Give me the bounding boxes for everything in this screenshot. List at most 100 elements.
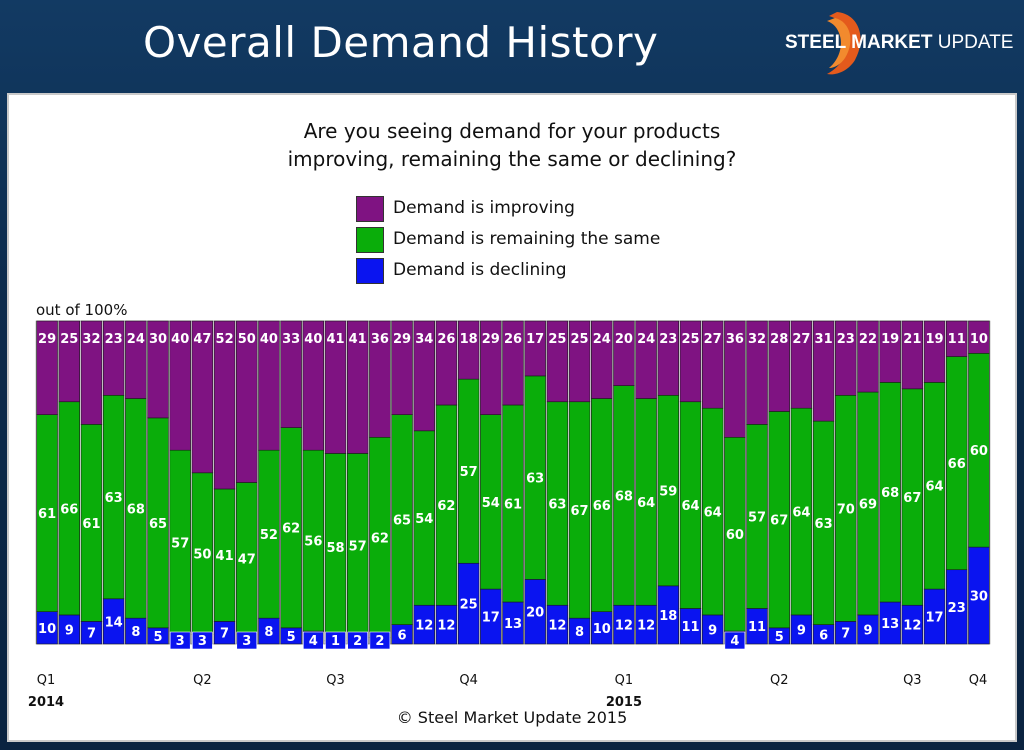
data-label-declining: 13 bbox=[881, 617, 899, 632]
data-label-improving: 41 bbox=[349, 332, 367, 347]
data-label-same: 65 bbox=[149, 517, 167, 532]
x-tick-label: Q3 bbox=[326, 673, 345, 688]
bar-improving bbox=[635, 320, 657, 399]
data-label-same: 60 bbox=[970, 444, 988, 459]
data-label-improving: 47 bbox=[193, 332, 211, 347]
data-label-improving: 26 bbox=[504, 332, 522, 347]
data-label-improving: 41 bbox=[326, 332, 344, 347]
data-label-declining: 9 bbox=[863, 623, 872, 638]
data-label-same: 57 bbox=[349, 539, 367, 554]
bar-improving bbox=[391, 320, 413, 415]
data-label-improving: 17 bbox=[526, 332, 544, 347]
y-axis-label: out of 100% bbox=[36, 301, 128, 319]
data-label-declining: 6 bbox=[819, 628, 828, 643]
data-label-declining: 1 bbox=[331, 634, 340, 649]
data-label-declining: 12 bbox=[637, 619, 655, 634]
x-tick-label: Q4 bbox=[969, 673, 988, 688]
data-label-same: 61 bbox=[504, 498, 522, 513]
data-label-box bbox=[169, 631, 191, 650]
bar-improving bbox=[280, 320, 302, 428]
bar-improving bbox=[302, 320, 325, 451]
data-label-improving: 29 bbox=[393, 332, 411, 347]
data-label-box bbox=[303, 631, 324, 650]
bar-improving bbox=[923, 320, 946, 383]
data-label-same: 50 bbox=[193, 548, 211, 563]
x-tick-label: Q4 bbox=[459, 673, 478, 688]
bar-improving bbox=[901, 320, 924, 390]
data-label-same: 58 bbox=[326, 541, 344, 556]
bar-improving bbox=[147, 320, 169, 419]
data-label-same: 63 bbox=[105, 491, 123, 506]
data-label-declining: 18 bbox=[659, 609, 677, 624]
legend-swatch-improving bbox=[356, 196, 384, 222]
bar-improving bbox=[657, 320, 680, 396]
data-label-same: 62 bbox=[437, 499, 455, 514]
data-label-improving: 27 bbox=[792, 332, 810, 347]
bar-improving bbox=[36, 320, 58, 415]
data-label-improving: 31 bbox=[815, 332, 833, 347]
data-label-declining: 4 bbox=[730, 634, 739, 649]
data-label-improving: 20 bbox=[615, 332, 633, 347]
chart-title-line-1: Are you seeing demand for your products bbox=[303, 119, 721, 143]
data-label-improving: 23 bbox=[837, 332, 855, 347]
data-label-same: 67 bbox=[770, 514, 788, 529]
data-label-declining: 7 bbox=[220, 627, 229, 642]
data-label-declining: 9 bbox=[797, 623, 806, 638]
bar-improving bbox=[435, 320, 458, 406]
data-label-improving: 29 bbox=[38, 332, 56, 347]
data-label-declining: 5 bbox=[775, 630, 784, 645]
data-label-improving: 27 bbox=[704, 332, 722, 347]
data-label-same: 68 bbox=[127, 502, 145, 517]
data-label-declining: 10 bbox=[593, 622, 611, 637]
data-label-improving: 19 bbox=[881, 332, 899, 347]
bar-improving bbox=[236, 320, 258, 483]
data-label-declining: 10 bbox=[38, 622, 56, 637]
data-label-same: 64 bbox=[792, 506, 810, 521]
data-label-same: 64 bbox=[704, 506, 722, 521]
bar-improving bbox=[679, 320, 702, 403]
data-label-declining: 25 bbox=[460, 598, 478, 613]
data-label-improving: 28 bbox=[770, 332, 788, 347]
data-label-declining: 23 bbox=[948, 601, 966, 616]
data-label-improving: 33 bbox=[282, 332, 300, 347]
bar-improving bbox=[857, 320, 879, 393]
data-label-same: 54 bbox=[482, 496, 500, 511]
data-label-same: 54 bbox=[415, 512, 433, 527]
data-label-improving: 23 bbox=[105, 332, 123, 347]
data-label-same: 41 bbox=[216, 549, 234, 564]
data-label-declining: 5 bbox=[287, 630, 296, 645]
logo-swoosh-icon bbox=[827, 12, 861, 75]
bar-improving bbox=[879, 320, 901, 383]
data-label-box bbox=[192, 631, 213, 650]
x-tick-label: Q2 bbox=[770, 673, 789, 688]
data-label-declining: 8 bbox=[575, 625, 584, 640]
data-label-declining: 12 bbox=[437, 619, 455, 634]
data-label-same: 64 bbox=[925, 480, 943, 495]
data-label-declining: 8 bbox=[264, 625, 273, 640]
data-label-improving: 24 bbox=[637, 332, 655, 347]
data-label-improving: 25 bbox=[548, 332, 566, 347]
data-label-box bbox=[347, 631, 369, 650]
bar-improving bbox=[258, 320, 280, 451]
chart-title-line-2: improving, remaining the same or declini… bbox=[287, 147, 737, 171]
year-label: 2014 bbox=[28, 695, 64, 710]
data-label-declining: 17 bbox=[482, 611, 500, 626]
data-label-improving: 50 bbox=[238, 332, 256, 347]
bar-improving bbox=[724, 320, 746, 438]
data-label-improving: 23 bbox=[659, 332, 677, 347]
data-label-declining: 17 bbox=[925, 611, 943, 626]
bar-improving bbox=[524, 320, 546, 377]
data-label-same: 70 bbox=[837, 502, 855, 517]
data-label-improving: 29 bbox=[482, 332, 500, 347]
data-label-improving: 11 bbox=[948, 332, 966, 347]
data-label-same: 65 bbox=[393, 514, 411, 529]
year-label: 2015 bbox=[606, 695, 642, 710]
bar-improving bbox=[102, 320, 125, 396]
data-label-same: 52 bbox=[260, 528, 278, 543]
legend-label-same: Demand is remaining the same bbox=[393, 229, 661, 249]
data-label-same: 64 bbox=[637, 496, 655, 511]
data-label-declining: 8 bbox=[131, 625, 140, 640]
bar-improving bbox=[457, 320, 480, 380]
data-label-box bbox=[724, 631, 746, 650]
